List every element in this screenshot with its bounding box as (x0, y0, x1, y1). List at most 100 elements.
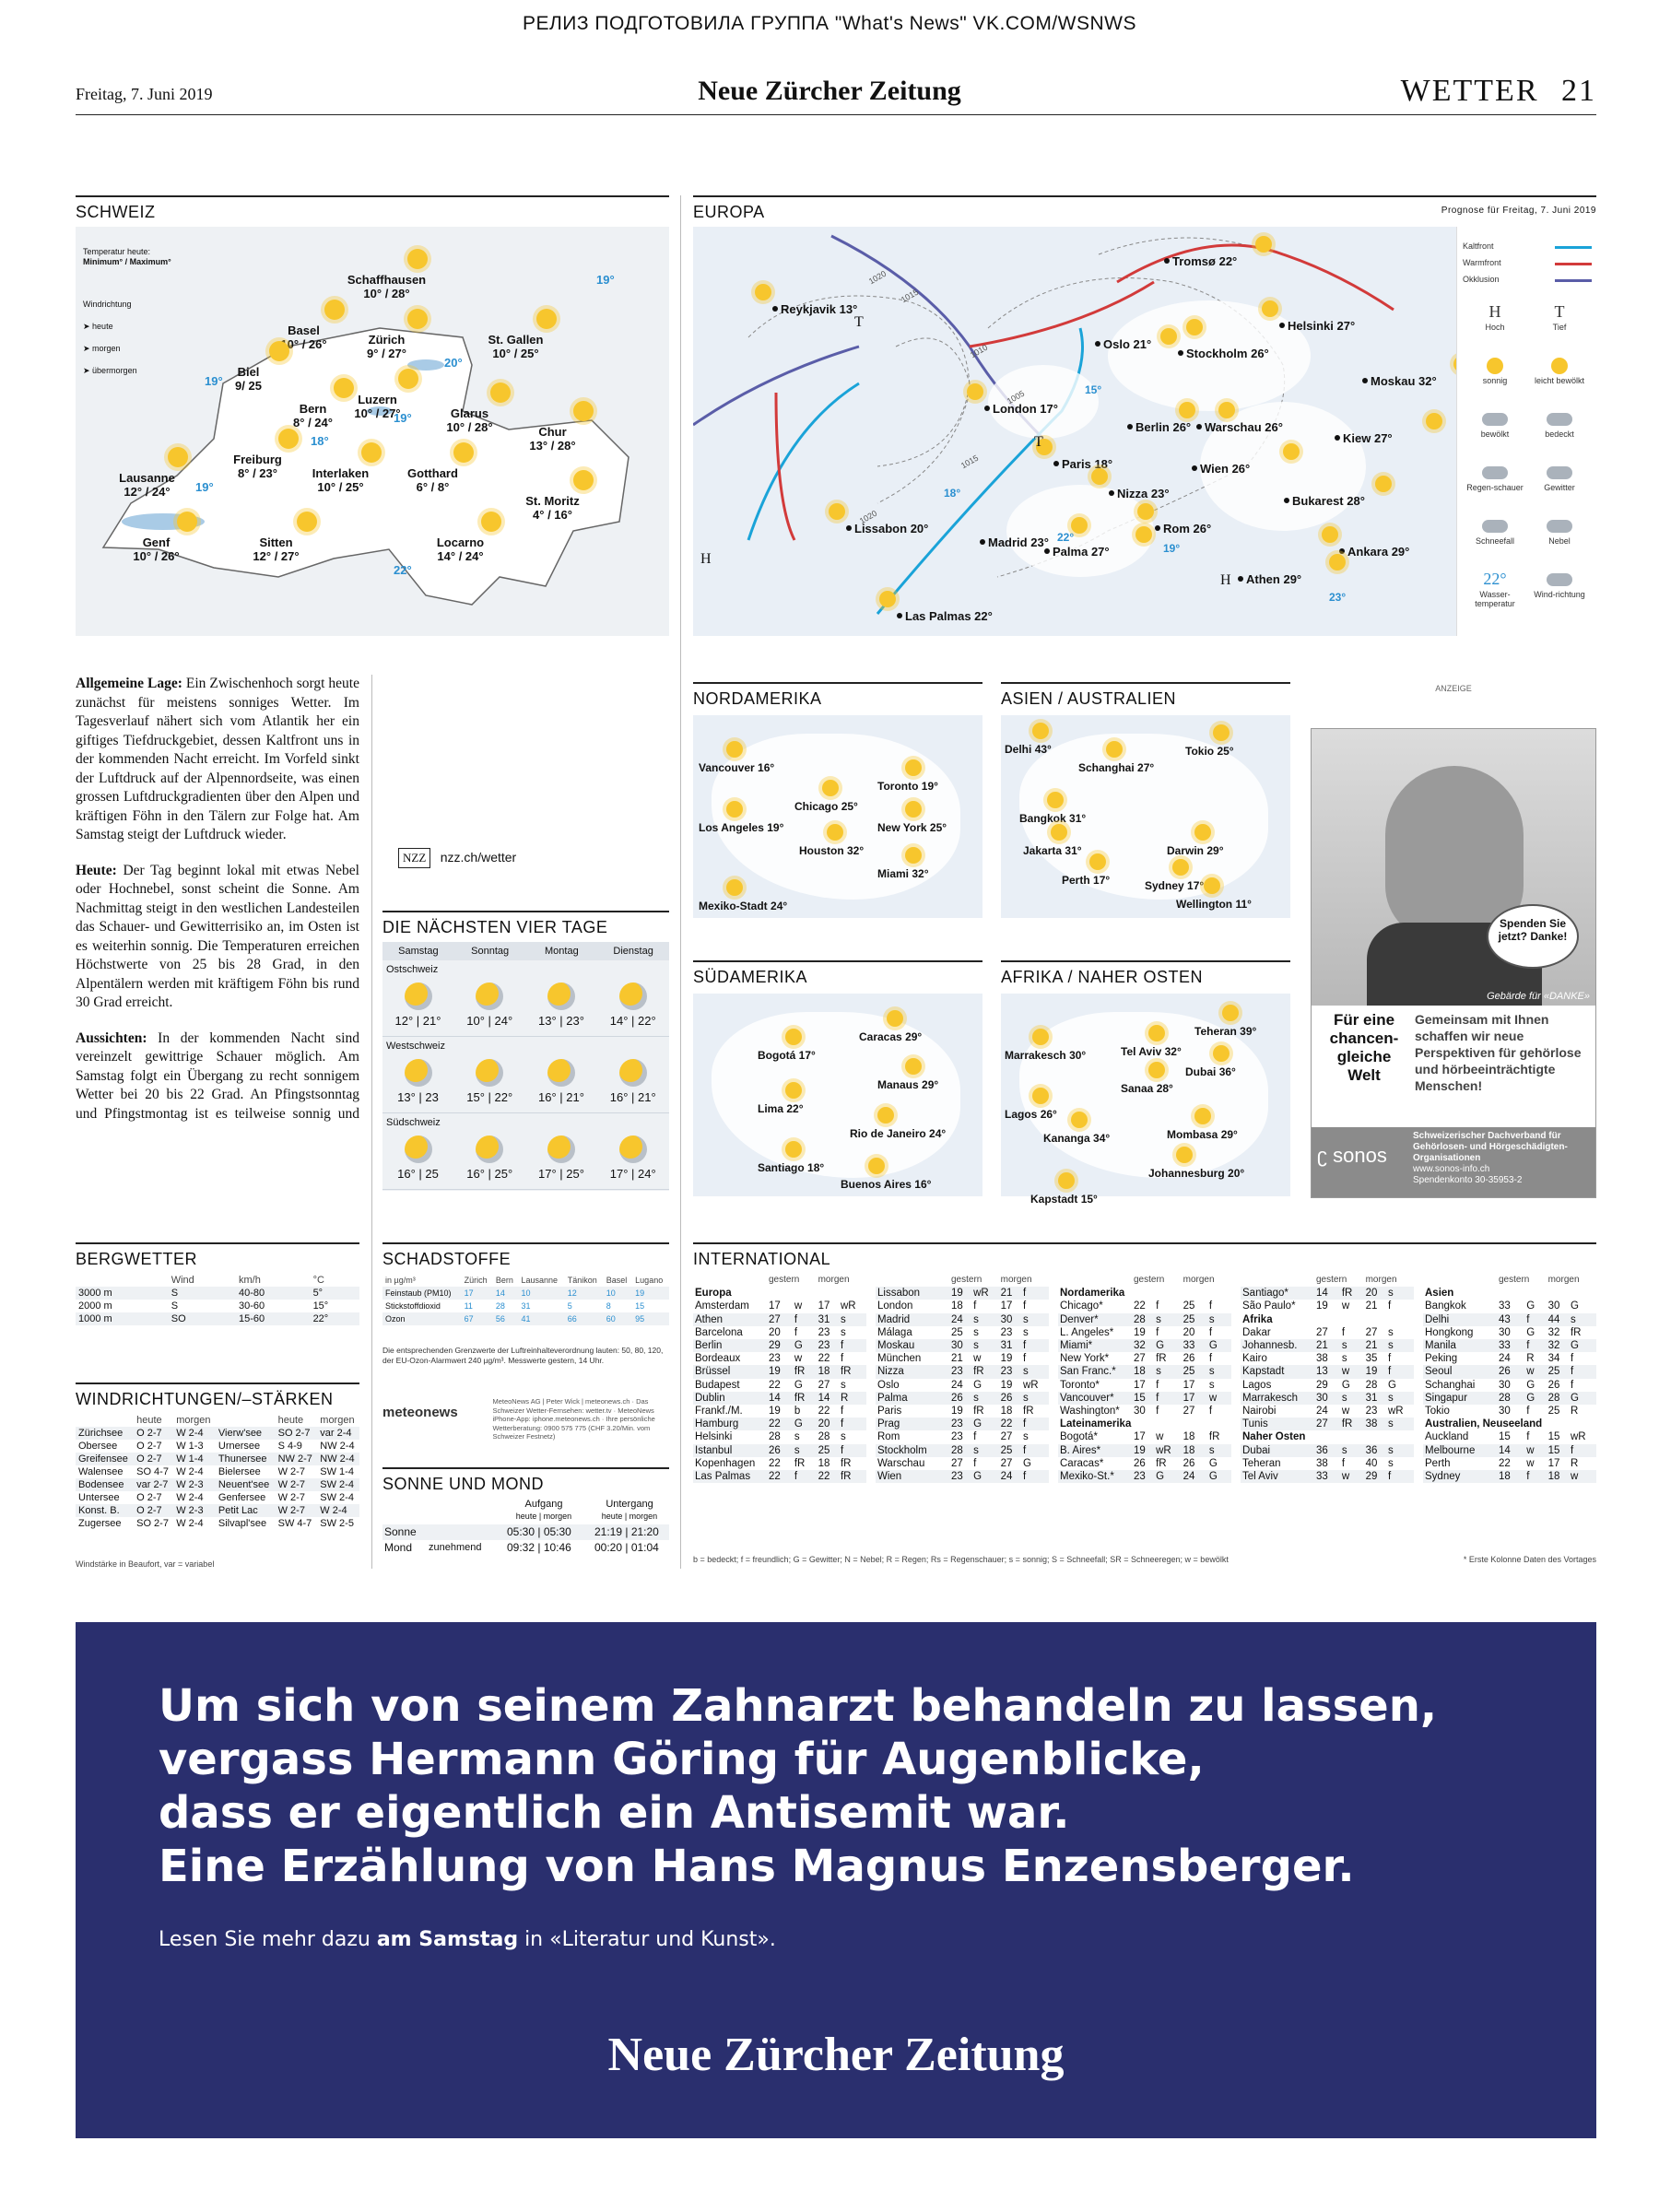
sun-icon (269, 341, 289, 361)
afrika-city-label: Dubai 36° (1185, 1065, 1236, 1078)
city-row: Hongkong 30 G 32 fR (1423, 1326, 1596, 1339)
suedamerika-city: Bogotá 17° (758, 1029, 816, 1062)
sun-icon (1186, 319, 1203, 335)
city-temp: 17° (798, 1049, 816, 1062)
table-cell: w (973, 1353, 982, 1365)
column-divider (371, 675, 372, 1569)
table-cell: 17 (1182, 1379, 1195, 1391)
table-cell: 27 (1316, 1418, 1328, 1430)
nordamerika-city-label: Chicago 25° (794, 800, 858, 813)
legend-label: Regen-schauer (1466, 483, 1524, 492)
europa-city: Lissabon 20° (829, 503, 928, 535)
schweiz-city: Gotthard 6° / 8° (389, 442, 477, 494)
city-row: Chicago* 22 f 25 f (1058, 1300, 1231, 1312)
table-cell: Zugersee (78, 1518, 122, 1529)
sun-icon (481, 512, 501, 532)
asien-map: Delhi 43° Schanghai 27° Tokio 25° Bangkok 3… (1001, 715, 1290, 918)
city-temp: 9/ 25 (235, 379, 262, 393)
enzensberger-ad[interactable]: Um sich von seinem Zahnarzt behandeln zu… (76, 1622, 1596, 2138)
city-name: Wien (877, 1471, 902, 1483)
city-name: New York* (1060, 1353, 1110, 1365)
table-cell: 38 (1316, 1457, 1328, 1469)
table-cell: f (1570, 1353, 1574, 1365)
city-temp: 28° (1156, 1082, 1173, 1095)
wind-arrow-icon: ➤ (83, 366, 93, 375)
asien-city-label: Schanghai 27° (1078, 761, 1154, 774)
legend-bewoelkt: bewölkt (1463, 409, 1527, 461)
lake-temp: 22° (394, 563, 412, 577)
city-name: Locarno (436, 535, 485, 549)
sonos-ad[interactable]: Spenden Sie jetzt? Danke! Gebärde für «D… (1311, 728, 1596, 1198)
afrika-city: Kapstadt 15° (1030, 1172, 1098, 1206)
nzz-link[interactable]: NZZ nzz.ch/wetter (398, 848, 516, 868)
table-cell: s (1023, 1326, 1029, 1338)
city-temp: 29° (922, 1078, 939, 1091)
table-cell: 20 (1182, 1326, 1195, 1338)
city-name: Madrid (877, 1313, 911, 1325)
table-cell: 30 (1316, 1392, 1328, 1404)
city-row: London 18 f 17 f (876, 1300, 1049, 1312)
sun-icon (1032, 723, 1049, 739)
table-cell: SW 4-7 (277, 1518, 312, 1529)
forecast-cell: 10° | 24° (454, 979, 525, 1028)
table-cell: 23 (769, 1353, 781, 1365)
ad-sub-b: am Samstag (376, 1928, 519, 1951)
table-cell: G (1526, 1326, 1535, 1338)
table-cell: f (1023, 1288, 1027, 1300)
schweiz-city: Biel 9/ 25 (205, 341, 292, 393)
table-cell: w (794, 1300, 803, 1312)
forecast-temp: 16° | 21° (538, 1090, 584, 1104)
vier-tage-panel: Samstag Sonntag Montag Dienstag Ostschweiz 1… (382, 942, 669, 1191)
nordamerika-city: Chicago 25° (794, 780, 858, 813)
table-cell: f (840, 1418, 844, 1430)
city-temp: 19° (921, 780, 938, 793)
city-name: Miami* (1060, 1340, 1093, 1352)
europa-city: Moskau 32° (1362, 356, 1470, 388)
heute-text: Der Tag beginnt lokal mit etwas Nebel od… (76, 862, 359, 1011)
city-name: Dubai (1185, 1065, 1217, 1078)
table-cell: 24 (1000, 1471, 1013, 1483)
nordamerika-city: Miami 32° (877, 847, 929, 880)
table-cell: 25 (1000, 1444, 1013, 1456)
city-name: Toronto* (1060, 1379, 1100, 1391)
sonos-web: www.sonos-info.ch (1413, 1164, 1490, 1174)
nordamerika-city: Toronto 19° (877, 759, 938, 793)
table-cell: wR (840, 1300, 856, 1312)
afrika-city: Kananga 34° (1043, 1112, 1110, 1145)
sun-icon (1487, 358, 1503, 374)
afrika-city-label: Kananga 34° (1043, 1132, 1110, 1145)
table-row: Zürichsee O 2-7 W 2-4 Vierw'see SO 2-7 var 2-… (76, 1427, 359, 1440)
sun-icon (1051, 824, 1067, 841)
table-cell: s (1156, 1366, 1161, 1378)
legend-nebel: Nebel (1527, 516, 1592, 568)
table-cell: s (1023, 1392, 1029, 1404)
table-cell: fR (794, 1392, 806, 1404)
table-cell: 20 (818, 1418, 830, 1430)
table-cell: fR (1570, 1326, 1582, 1338)
table-cell: s (1341, 1353, 1347, 1365)
city-row: New York* 27 fR 26 f (1058, 1352, 1231, 1365)
europa-city: Tromsø 22° (1164, 236, 1272, 268)
city-name: Lissabon (877, 1288, 921, 1300)
sun-icon (1213, 1045, 1230, 1062)
sun-icon (1222, 1005, 1239, 1021)
afrika-city-label: Johannesburg 20° (1148, 1167, 1244, 1180)
city-name: Seoul (1425, 1366, 1453, 1378)
table-cell: 19 (1316, 1300, 1328, 1312)
forecast-cell: 13° | 23° (526, 979, 597, 1028)
table-cell: fR (840, 1366, 852, 1378)
city-row: Barcelona 20 f 23 s (693, 1326, 866, 1339)
table-cell: 21 (1365, 1340, 1378, 1352)
table-row: Stickstoffdioxid 11 28 31 5 8 15 (382, 1300, 669, 1312)
col-morgen: morgen (818, 1275, 850, 1285)
table-cell: f (1341, 1457, 1346, 1469)
sun-icon (1047, 792, 1064, 808)
table-cell: 30 (1547, 1300, 1560, 1312)
europa-city-label: Palma 27° (1053, 545, 1110, 559)
lake-temp: 19° (205, 374, 223, 388)
sun-icon (324, 300, 345, 320)
city-name: Bangkok (1019, 812, 1066, 825)
europa-city: Nizza 23° (1091, 468, 1170, 500)
city-name: Nizza (877, 1366, 904, 1378)
aussichten-heading: Aussichten: (76, 1030, 147, 1046)
